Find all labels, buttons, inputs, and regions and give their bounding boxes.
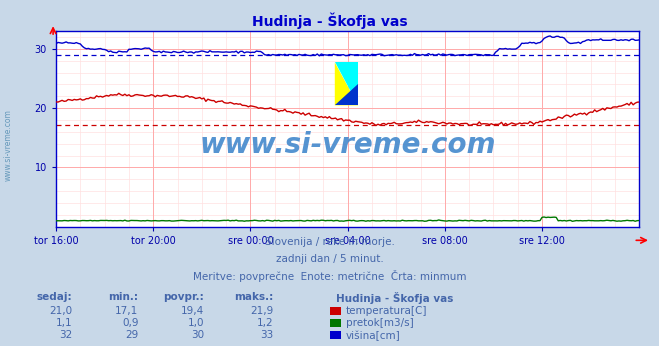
Text: 32: 32 xyxy=(59,330,72,340)
Text: Slovenija / reke in morje.: Slovenija / reke in morje. xyxy=(264,237,395,247)
Polygon shape xyxy=(335,62,358,106)
Text: Hudinja - Škofja vas: Hudinja - Škofja vas xyxy=(252,12,407,29)
Text: 21,9: 21,9 xyxy=(250,306,273,316)
Text: 33: 33 xyxy=(260,330,273,340)
Text: višina[cm]: višina[cm] xyxy=(346,330,401,341)
Text: www.si-vreme.com: www.si-vreme.com xyxy=(200,130,496,158)
Polygon shape xyxy=(335,62,358,106)
Text: Meritve: povprečne  Enote: metrične  Črta: minmum: Meritve: povprečne Enote: metrične Črta:… xyxy=(192,270,467,282)
Polygon shape xyxy=(335,84,358,106)
Text: Hudinja - Škofja vas: Hudinja - Škofja vas xyxy=(336,292,453,304)
Text: maks.:: maks.: xyxy=(234,292,273,302)
Text: 0,9: 0,9 xyxy=(122,318,138,328)
Text: sedaj:: sedaj: xyxy=(37,292,72,302)
Text: 1,1: 1,1 xyxy=(56,318,72,328)
Text: 1,0: 1,0 xyxy=(188,318,204,328)
Text: povpr.:: povpr.: xyxy=(163,292,204,302)
Text: zadnji dan / 5 minut.: zadnji dan / 5 minut. xyxy=(275,254,384,264)
Text: min.:: min.: xyxy=(108,292,138,302)
Text: www.si-vreme.com: www.si-vreme.com xyxy=(4,109,13,181)
Text: 17,1: 17,1 xyxy=(115,306,138,316)
Text: temperatura[C]: temperatura[C] xyxy=(346,306,428,316)
Text: 30: 30 xyxy=(191,330,204,340)
Text: pretok[m3/s]: pretok[m3/s] xyxy=(346,318,414,328)
Text: 19,4: 19,4 xyxy=(181,306,204,316)
Text: 1,2: 1,2 xyxy=(257,318,273,328)
Text: 21,0: 21,0 xyxy=(49,306,72,316)
Text: 29: 29 xyxy=(125,330,138,340)
